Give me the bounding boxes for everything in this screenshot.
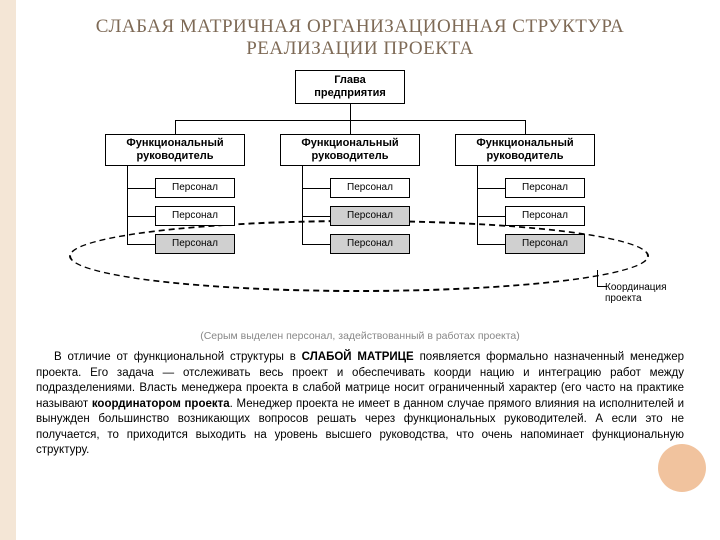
conn [127, 216, 155, 217]
para-t1: В отличие от функциональной структуры в [54, 351, 302, 363]
decor-circle [658, 444, 706, 492]
staff-node: Персонал [155, 234, 235, 254]
chart-caption: (Серым выделен персонал, задействованный… [0, 330, 720, 342]
coordination-label: Координацияпроекта [605, 282, 695, 304]
conn [302, 188, 330, 189]
root-node: Главапредприятия [295, 70, 405, 104]
project-coordination-ellipse [69, 220, 649, 292]
conn [477, 244, 505, 245]
conn [597, 286, 607, 287]
conn [175, 120, 176, 134]
org-chart: Главапредприятия Функциональныйруководите… [35, 70, 685, 328]
manager-node: Функциональныйруководитель [455, 134, 595, 166]
para-b1: СЛАБОЙ МАТРИЦЕ [302, 351, 414, 363]
description-paragraph: В отличие от функциональной структуры в … [0, 342, 720, 459]
conn [350, 104, 351, 120]
left-strip [0, 0, 16, 540]
conn [127, 244, 155, 245]
conn [597, 270, 598, 286]
staff-node: Персонал [155, 178, 235, 198]
staff-node: Персонал [155, 206, 235, 226]
conn [477, 216, 505, 217]
manager-node: Функциональныйруководитель [280, 134, 420, 166]
staff-node: Персонал [505, 178, 585, 198]
para-b2: координатором проекта [92, 398, 230, 410]
conn [477, 188, 505, 189]
staff-node: Персонал [330, 206, 410, 226]
conn [302, 244, 330, 245]
staff-node: Персонал [330, 178, 410, 198]
manager-node: Функциональныйруководитель [105, 134, 245, 166]
conn [477, 166, 478, 244]
conn [127, 166, 128, 244]
conn [350, 120, 351, 134]
conn [525, 120, 526, 134]
staff-node: Персонал [330, 234, 410, 254]
conn [302, 216, 330, 217]
conn [302, 166, 303, 244]
staff-node: Персонал [505, 206, 585, 226]
staff-node: Персонал [505, 234, 585, 254]
conn [127, 188, 155, 189]
page-title: СЛАБАЯ МАТРИЧНАЯ ОРГАНИЗАЦИОННАЯ СТРУКТУ… [0, 0, 720, 66]
